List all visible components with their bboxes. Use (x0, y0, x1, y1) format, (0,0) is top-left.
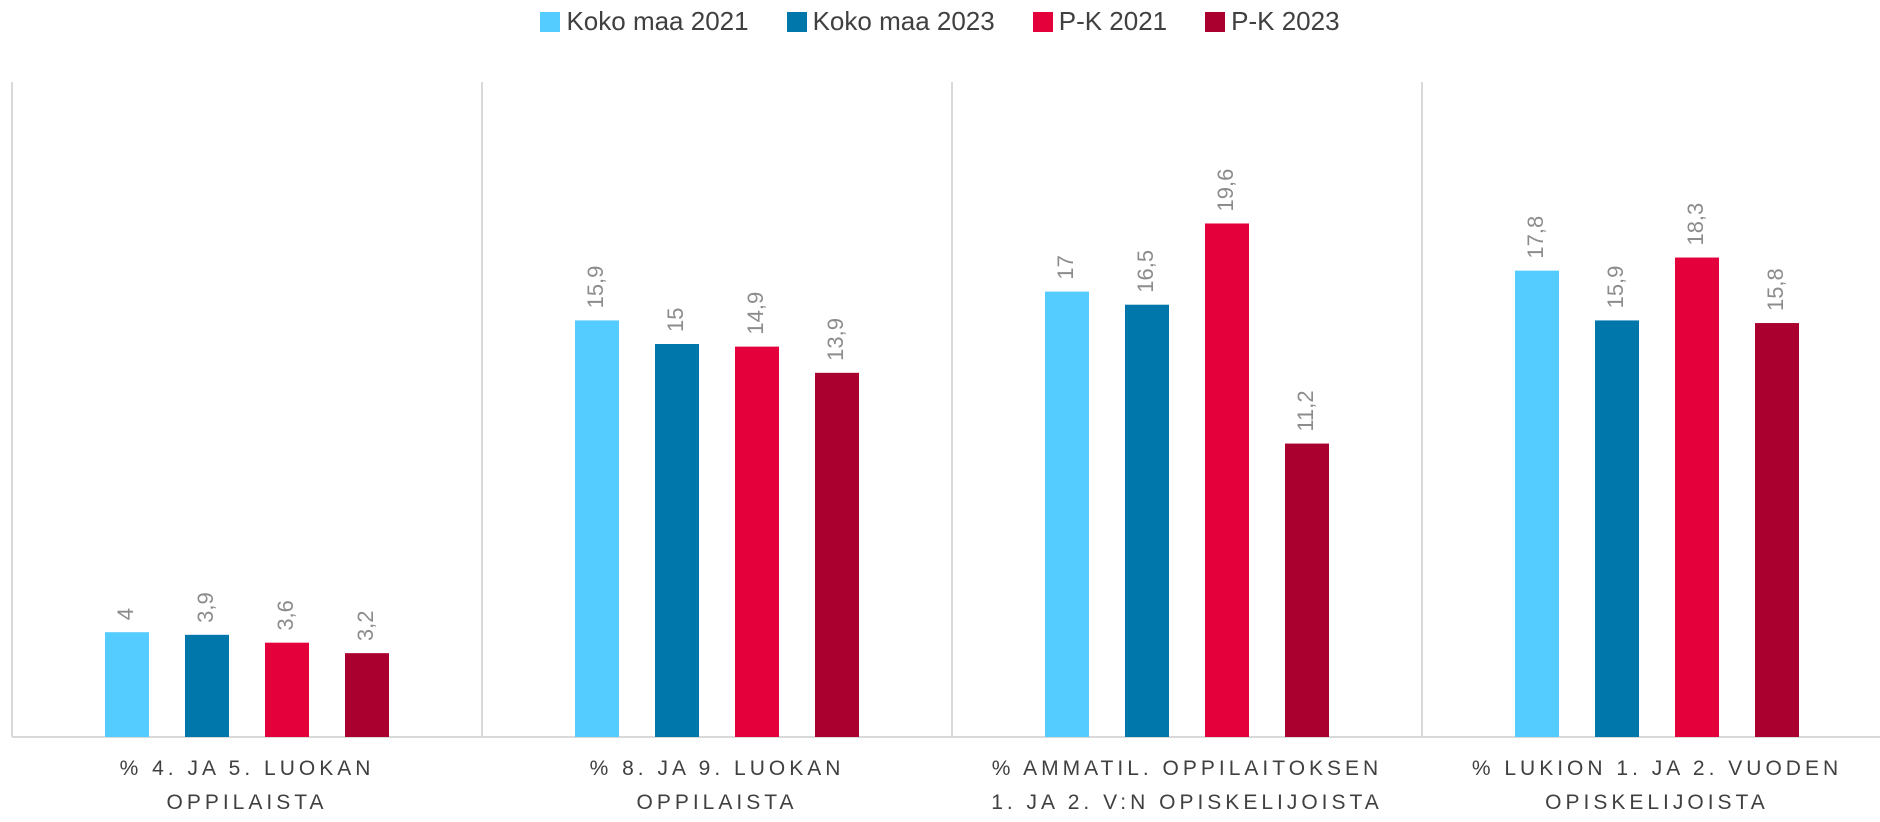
bar (185, 634, 229, 737)
x-tick-label: % 4. JA 5. LUOKAN OPPILAISTA (119, 757, 375, 814)
bar (1205, 223, 1249, 738)
legend-swatch (1205, 11, 1226, 32)
data-label: 3,2 (353, 611, 378, 642)
data-label: 14,9 (743, 292, 768, 335)
bar (735, 346, 779, 737)
data-label: 17,8 (1523, 216, 1548, 259)
legend-swatch (1032, 11, 1053, 32)
data-label: 16,5 (1133, 250, 1158, 293)
data-label: 17 (1053, 255, 1078, 279)
legend-item: Koko maa 2021 (540, 6, 749, 37)
bar (575, 320, 619, 737)
bar (1125, 304, 1169, 737)
bar (815, 372, 859, 737)
data-label: 3,9 (193, 592, 218, 623)
x-tick-label: % 8. JA 9. LUOKAN OPPILAISTA (589, 757, 845, 814)
bar (1515, 270, 1559, 737)
data-label: 15,9 (583, 266, 608, 309)
legend-item: P-K 2023 (1205, 6, 1340, 37)
data-label: 13,9 (823, 318, 848, 361)
legend-label: Koko maa 2023 (812, 6, 995, 36)
data-label: 15,9 (1603, 266, 1628, 309)
legend-label: Koko maa 2021 (566, 6, 749, 36)
legend: Koko maa 2021 Koko maa 2023 P-K 2021 P-K 20… (0, 6, 1880, 37)
legend-label: P-K 2023 (1231, 6, 1340, 36)
bar (1675, 257, 1719, 737)
bar (345, 653, 389, 737)
legend-swatch (540, 11, 561, 32)
data-label: 4 (113, 608, 138, 620)
data-label: 15 (663, 308, 688, 332)
data-label: 18,3 (1683, 203, 1708, 246)
bar (1755, 323, 1799, 737)
x-tick-label: % AMMATIL. OPPILAITOKSEN 1. JA 2. V:N OP… (991, 757, 1383, 814)
data-label: 11,2 (1293, 390, 1318, 431)
legend-item: P-K 2021 (1032, 6, 1168, 37)
bar (1595, 320, 1639, 737)
data-label: 19,6 (1213, 169, 1238, 212)
bar (265, 642, 309, 737)
bar (1285, 443, 1329, 737)
data-label: 15,8 (1763, 268, 1788, 311)
legend-label: P-K 2021 (1058, 6, 1168, 36)
bar (105, 632, 149, 737)
legend-swatch (786, 11, 807, 32)
bar (1045, 291, 1089, 737)
x-tick-label: % LUKION 1. JA 2. VUODEN OPISKELIJOISTA (1471, 757, 1843, 814)
legend-item: Koko maa 2023 (786, 6, 995, 37)
bar (655, 344, 699, 737)
data-label: 3,6 (273, 600, 298, 631)
